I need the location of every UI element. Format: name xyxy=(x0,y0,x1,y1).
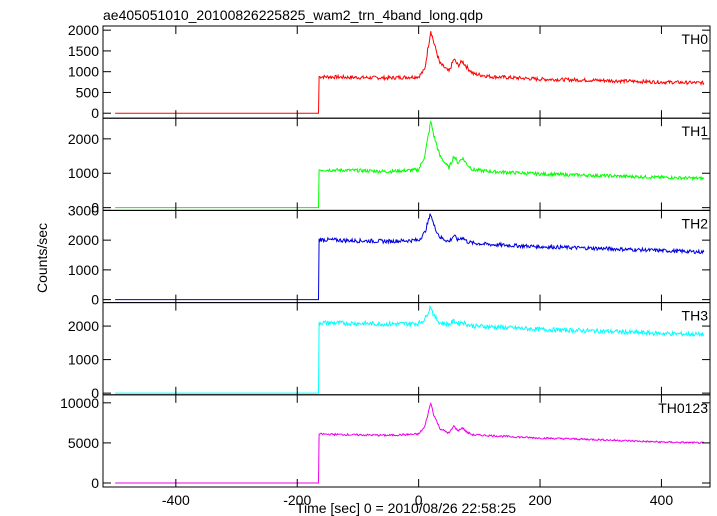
panel-th0123: 0 5000 10000 TH0123 xyxy=(60,394,711,491)
series-line-th3 xyxy=(115,304,705,394)
panel-frame xyxy=(102,302,711,396)
panel-frame xyxy=(102,209,711,304)
x-tick-label: 400 xyxy=(650,492,674,508)
panel-th3: 0 1000 2000 TH3 xyxy=(68,302,711,401)
x-axis: -400 -200 0 200 400 xyxy=(162,492,674,508)
chart-title: ae405051010_20100826225825_wam2_trn_4ban… xyxy=(103,7,483,23)
series-label-th0123: TH0123 xyxy=(658,400,708,416)
y-tick-label: 0 xyxy=(91,200,99,216)
x-tick-label: 200 xyxy=(528,492,552,508)
y-tick-label: 2000 xyxy=(68,232,99,248)
y-tick-label: 1500 xyxy=(68,43,99,59)
series-label-th1: TH1 xyxy=(682,123,709,139)
y-tick-label: 2000 xyxy=(68,22,99,38)
panel-th0: 0 500 1000 1500 2000 TH0 xyxy=(68,22,711,121)
y-tick-label: 2000 xyxy=(68,318,99,334)
y-tick-label: 1000 xyxy=(68,64,99,80)
series-label-th2: TH2 xyxy=(682,215,709,231)
series-label-th0: TH0 xyxy=(682,31,709,47)
series-line-th1 xyxy=(115,120,705,209)
y-tick-label: 1000 xyxy=(68,352,99,368)
x-tick-label: -400 xyxy=(162,492,190,508)
y-tick-label: 0 xyxy=(91,105,99,121)
series-line-th0 xyxy=(115,31,705,114)
y-tick-label: 5000 xyxy=(68,435,99,451)
series-line-th2 xyxy=(115,213,705,301)
x-tick-label: -200 xyxy=(283,492,311,508)
y-tick-label: 3000 xyxy=(68,202,99,218)
y-tick-label: 2000 xyxy=(68,131,99,147)
series-line-th0123 xyxy=(115,402,705,484)
panel-frame xyxy=(102,394,711,488)
panel-frame xyxy=(102,117,711,211)
series-label-th3: TH3 xyxy=(682,308,709,324)
y-tick-label: 1000 xyxy=(68,165,99,181)
x-tick-label: 0 xyxy=(415,492,423,508)
y-tick-label: 0 xyxy=(91,292,99,308)
panel-th2: 0 1000 2000 3000 TH2 xyxy=(68,202,711,308)
y-axis-label: Counts/sec xyxy=(34,223,50,293)
y-tick-label: 500 xyxy=(76,84,100,100)
y-tick-label: 1000 xyxy=(68,262,99,278)
panels: 0 500 1000 1500 2000 TH0 0 1000 2000 TH1 0 1000 2000… xyxy=(60,22,711,491)
panel-frame xyxy=(102,25,711,119)
y-tick-label: 0 xyxy=(91,475,99,491)
x-axis-label: Time [sec] 0 = 2010/08/26 22:58:25 xyxy=(296,500,516,516)
y-tick-label: 0 xyxy=(91,385,99,401)
panel-th1: 0 1000 2000 TH1 xyxy=(68,117,711,216)
y-tick-label: 10000 xyxy=(60,395,99,411)
